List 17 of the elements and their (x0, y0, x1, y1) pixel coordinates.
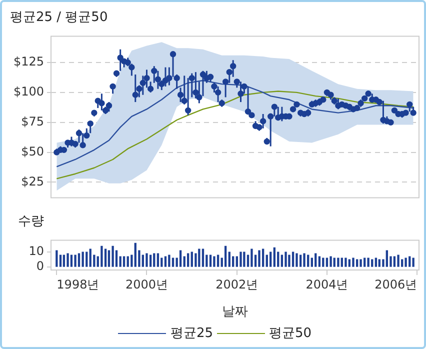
y-tick-label: $100 (13, 84, 44, 99)
y-tick-label: 10 (28, 244, 44, 258)
x-tick-label: 2004년 (306, 277, 348, 292)
y-tick-label: $125 (13, 54, 44, 69)
y-tick-label: $25 (21, 174, 44, 188)
x-tick-label: 2000년 (125, 277, 168, 292)
legend-label: 평균50 (269, 325, 312, 342)
x-tick-label: 1998년 (56, 277, 100, 292)
legend-label: 평균25 (170, 325, 213, 342)
y-tick-label: 0 (36, 259, 44, 274)
y-tick-label: $75 (21, 114, 44, 129)
chart-title: 평균25 / 평균50 (10, 9, 108, 26)
y-tick-label: $50 (21, 144, 44, 158)
x-tick-label: 2002년 (216, 277, 258, 292)
y-axis-title: 수량 (18, 213, 44, 230)
x-axis-title: 날짜 (222, 304, 248, 320)
x-tick-label: 2006년 (374, 277, 418, 292)
